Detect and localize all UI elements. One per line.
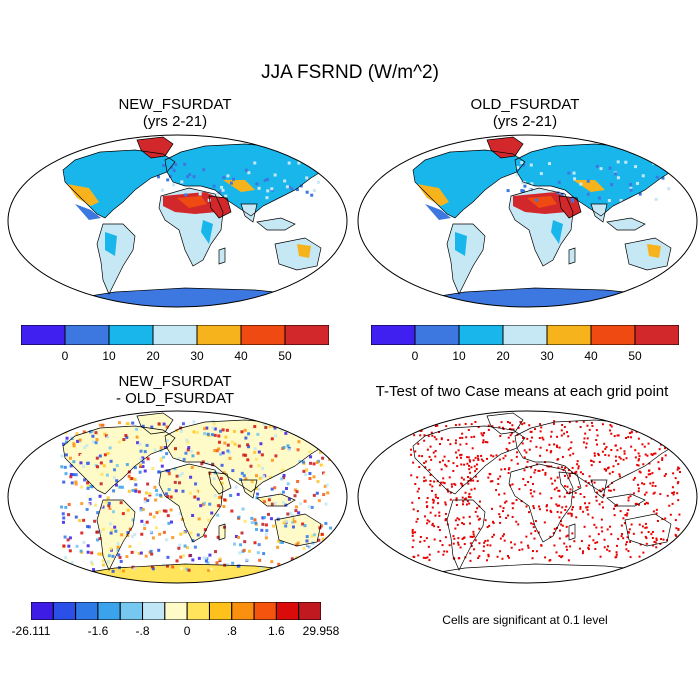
colorbar-tick-label: 20 <box>146 349 160 363</box>
colorbar-tick-label: 0 <box>61 349 69 363</box>
old-panel-period: (yrs 2-21) <box>492 113 558 130</box>
colorbar-diff <box>31 602 321 620</box>
colorbar-swatch <box>546 325 592 345</box>
colorbar-swatch <box>64 325 110 345</box>
colorbar-swatch <box>458 325 504 345</box>
ttest-significance-note: Cells are significant at 0.1 level <box>442 613 608 627</box>
diff-panel-title: NEW_FSURDAT - OLD_FSURDAT <box>60 373 290 407</box>
colorbar-swatch <box>231 602 255 620</box>
colorbar-swatch <box>371 325 416 345</box>
colorbar-tick-label: 40 <box>234 349 248 363</box>
colorbar-swatch <box>108 325 154 345</box>
colorbar-swatch <box>31 602 54 620</box>
colorbar-swatch <box>208 602 233 620</box>
colorbar-swatch <box>414 325 460 345</box>
old-panel-name: OLD_FSURDAT <box>470 96 580 113</box>
map-ttest <box>357 410 698 584</box>
new-panel-name: NEW_FSURDAT <box>118 96 232 113</box>
colorbar-swatch <box>142 602 166 620</box>
colorbar-swatch <box>284 325 329 345</box>
colorbar-tick-label: -26.111 <box>11 624 51 638</box>
colorbar-tick-label: 29.958 <box>302 624 340 638</box>
colorbar-tick-label: 0 <box>183 624 191 638</box>
colorbar-new <box>21 325 329 345</box>
colorbar-swatch <box>186 602 210 620</box>
colorbar-tick-label: 40 <box>584 349 598 363</box>
ttest-panel-title: T-Test of two Case means at each grid po… <box>375 383 669 400</box>
figure-title: JJA FSRND (W/m^2) <box>261 62 439 83</box>
colorbar-tick-label: .8 <box>226 624 237 638</box>
colorbar-swatch <box>253 602 277 620</box>
colorbar-tick-label: 1.6 <box>268 624 285 638</box>
map-new <box>7 134 348 308</box>
colorbar-swatch <box>196 325 242 345</box>
colorbar-swatch <box>152 325 198 345</box>
colorbar-swatch <box>240 325 286 345</box>
colorbar-swatch <box>634 325 679 345</box>
map-old <box>357 134 698 308</box>
diff-panel-name: NEW_FSURDAT <box>118 373 232 390</box>
map-diff <box>7 410 348 584</box>
colorbar-tick-label: -.8 <box>135 624 150 638</box>
colorbar-tick-label: 50 <box>278 349 292 363</box>
colorbar-tick-label: 0 <box>411 349 419 363</box>
colorbar-swatch <box>298 602 321 620</box>
colorbar-swatch <box>502 325 548 345</box>
colorbar-swatch <box>75 602 99 620</box>
colorbar-swatch <box>275 602 300 620</box>
colorbar-swatch <box>119 602 144 620</box>
colorbar-old <box>371 325 679 345</box>
colorbar-tick-label: 10 <box>452 349 466 363</box>
colorbar-swatch <box>52 602 77 620</box>
colorbar-tick-label: 50 <box>628 349 642 363</box>
colorbar-tick-label: 20 <box>496 349 510 363</box>
colorbar-swatch <box>97 602 121 620</box>
colorbar-tick-label: 30 <box>540 349 554 363</box>
colorbar-tick-label: 10 <box>102 349 116 363</box>
old-panel-title: OLD_FSURDAT (yrs 2-21) <box>410 96 640 130</box>
colorbar-tick-label: -1.6 <box>87 624 109 638</box>
colorbar-swatch <box>164 602 188 620</box>
new-panel-title: NEW_FSURDAT (yrs 2-21) <box>60 96 290 130</box>
colorbar-swatch <box>590 325 636 345</box>
colorbar-swatch <box>21 325 66 345</box>
colorbar-tick-label: 30 <box>190 349 204 363</box>
new-panel-period: (yrs 2-21) <box>142 113 208 130</box>
diff-panel-subtitle: - OLD_FSURDAT <box>115 390 235 407</box>
